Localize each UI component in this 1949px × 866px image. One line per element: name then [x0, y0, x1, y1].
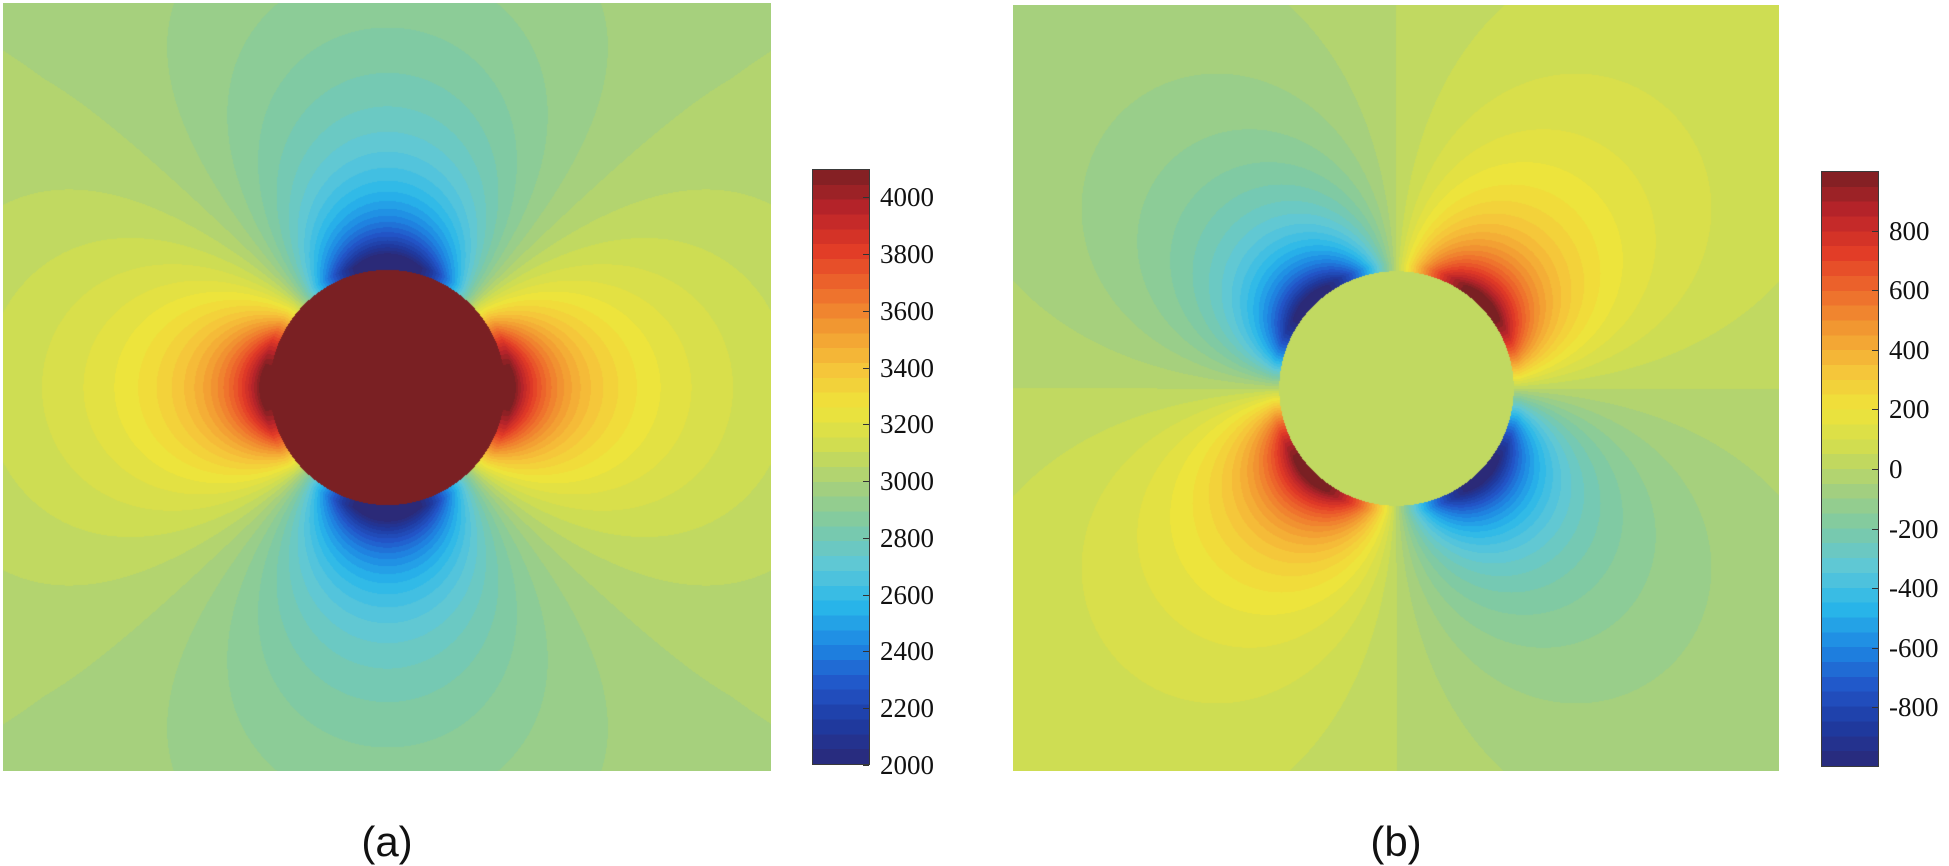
colorbar-tick-mark — [863, 537, 869, 539]
colorbar-tick-label: 2000 — [880, 750, 934, 780]
colorbar-tick-label: 200 — [1889, 394, 1930, 425]
colorbar-tick-label: 2600 — [880, 579, 934, 610]
colorbar-tick-mark — [863, 254, 869, 256]
colorbar-tick-label: 3600 — [880, 295, 934, 326]
colorbar-b — [1821, 171, 1879, 767]
colorbar-tick-label: 600 — [1889, 275, 1930, 306]
colorbar-tick-mark — [1872, 528, 1878, 530]
colorbar-tick-label: 400 — [1889, 334, 1930, 365]
panel-a: 2000 2200 2400 2600 2800 3000 3200 3400 3600 3800… — [3, 3, 1003, 865]
colorbar-tick-label: 0 — [1889, 454, 1903, 484]
colorbar-tick-label: -400 — [1889, 573, 1939, 604]
colorbar-a — [812, 169, 870, 765]
colorbar-tick-mark — [1872, 707, 1878, 709]
colorbar-tick-mark — [863, 765, 869, 766]
colorbar-tick-mark — [1872, 647, 1878, 649]
colorbar-tick-mark — [863, 367, 869, 369]
colorbar-tick-mark — [863, 310, 869, 312]
colorbar-tick-label: 2400 — [880, 636, 934, 667]
colorbar-a-gradient — [813, 170, 869, 764]
caption-b: (b) — [1370, 818, 1422, 865]
colorbar-tick-mark — [1872, 409, 1878, 411]
colorbar-tick-label: -200 — [1889, 513, 1939, 544]
colorbar-tick-label: 3800 — [880, 239, 934, 270]
colorbar-tick-mark — [1872, 469, 1878, 470]
colorbar-b-gradient — [1822, 172, 1878, 766]
colorbar-tick-mark — [863, 708, 869, 710]
colorbar-tick-mark — [863, 424, 869, 426]
colorbar-tick-label: 2200 — [880, 693, 934, 724]
colorbar-tick-label: 4000 — [880, 182, 934, 213]
caption-a: (a) — [361, 818, 413, 865]
colorbar-tick-label: -800 — [1889, 692, 1939, 723]
colorbar-tick-label: 3000 — [880, 466, 934, 497]
colorbar-tick-mark — [1872, 290, 1878, 292]
colorbar-tick-mark — [1872, 588, 1878, 590]
colorbar-tick-mark — [863, 481, 869, 483]
colorbar-tick-label: 3400 — [880, 352, 934, 383]
panel-b: -800 -600 -400 -200 0 200 400 600 800 (b) — [1013, 5, 1949, 865]
colorbar-tick-label: -600 — [1889, 632, 1939, 663]
heatmap-a — [3, 3, 771, 771]
colorbar-tick-mark — [1872, 230, 1878, 232]
colorbar-tick-mark — [863, 197, 869, 199]
colorbar-tick-label: 3200 — [880, 409, 934, 440]
colorbar-tick-label: 2800 — [880, 522, 934, 553]
colorbar-tick-mark — [863, 594, 869, 596]
colorbar-tick-mark — [1872, 349, 1878, 351]
heatmap-b — [1013, 5, 1779, 771]
colorbar-tick-mark — [863, 651, 869, 653]
colorbar-tick-label: 800 — [1889, 215, 1930, 246]
